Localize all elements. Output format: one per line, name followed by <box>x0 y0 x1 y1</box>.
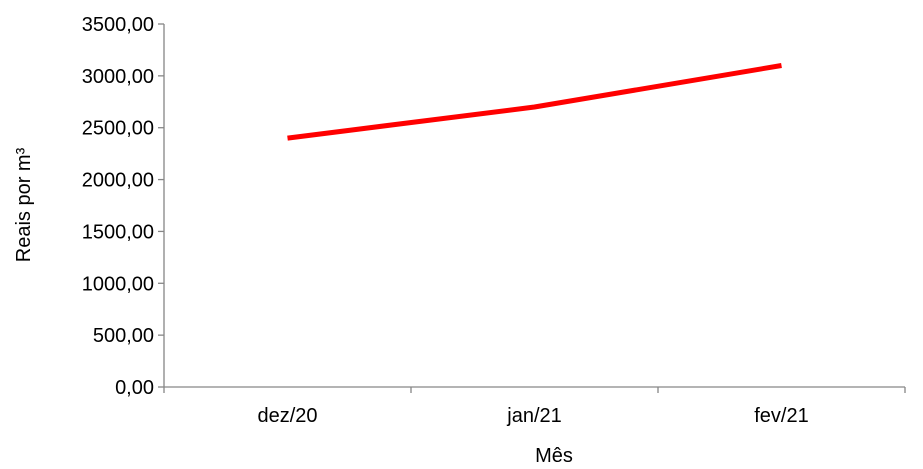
x-tick-label: fev/21 <box>754 405 808 427</box>
series-line <box>288 66 782 139</box>
y-tick-label: 2500,00 <box>82 118 154 140</box>
y-tick-label: 0,00 <box>115 377 154 399</box>
x-tick-label: jan/21 <box>506 405 562 427</box>
x-tick-label: dez/20 <box>257 405 317 427</box>
y-tick-label: 500,00 <box>93 325 154 347</box>
series-group <box>287 65 781 138</box>
y-tick-label: 3000,00 <box>82 66 154 88</box>
y-tick-label: 2000,00 <box>82 170 154 192</box>
y-tick-label: 1000,00 <box>82 273 154 295</box>
y-axis-title: Reais por m³ <box>13 147 35 262</box>
y-tick-label: 1500,00 <box>82 221 154 243</box>
x-axis: dez/20 jan/21 fev/21 <box>164 387 905 427</box>
y-tick-label: 3500,00 <box>82 14 154 36</box>
y-axis: 0,00 500,00 1000,00 1500,00 2000,00 2500,00 30… <box>82 14 164 399</box>
x-axis-title: Mês <box>535 445 573 467</box>
